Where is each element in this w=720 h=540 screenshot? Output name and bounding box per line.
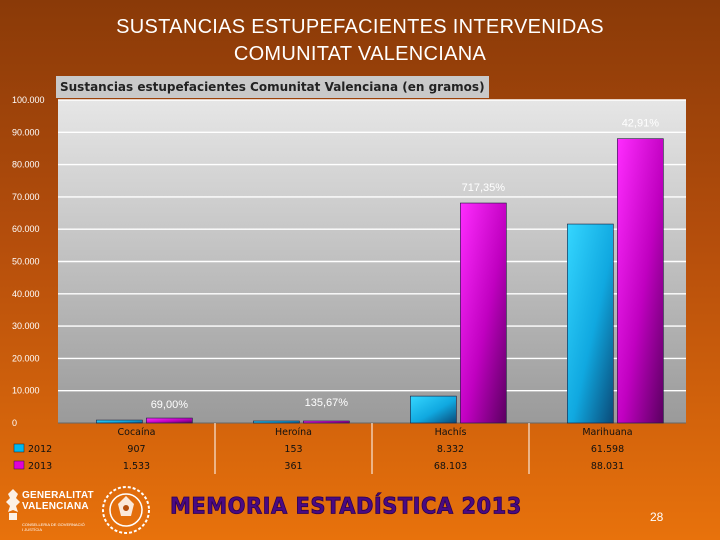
generalitat-logo: GENERALITAT VALENCIANA CONSELLERIA DE GO… xyxy=(4,484,94,536)
bar-2013-2 xyxy=(460,202,507,424)
legend-label: 2013 xyxy=(28,461,52,472)
generalitat-line1: GENERALITAT xyxy=(22,490,94,501)
generalitat-subtitle: CONSELLERIA DE GOVERNACIÓ I JUSTÍCIA xyxy=(22,522,85,532)
y-tick-label: 20.000 xyxy=(12,353,40,363)
bar-2012-1 xyxy=(253,420,300,424)
legend-swatch-2013 xyxy=(13,460,25,470)
page-number: 28 xyxy=(650,510,664,524)
data-table: Cocaína 907 1.533 Heroína 153 361 Hachís 8.332 6… xyxy=(13,423,633,474)
table-value: 8.332 xyxy=(437,444,464,455)
annotations: 69,00% 135,67% 717,35% 42,91% xyxy=(151,118,660,411)
legend-label: 2012 xyxy=(28,444,52,455)
table-value: 153 xyxy=(284,444,302,455)
y-tick-label: 50.000 xyxy=(12,257,40,267)
memoria-title: MEMORIA ESTADÍSTICA 2013 xyxy=(170,493,522,519)
table-value: 1.533 xyxy=(123,461,150,472)
slide-title-line1: SUSTANCIAS ESTUPEFACIENTES INTERVENIDAS xyxy=(116,16,604,38)
y-tick-label: 30.000 xyxy=(12,321,40,331)
category-label: Hachís xyxy=(435,427,467,438)
generalitat-sub-line2: I JUSTÍCIA xyxy=(22,527,43,532)
y-tick-label: 10.000 xyxy=(12,386,40,396)
generalitat-line2: VALENCIANA xyxy=(22,501,89,512)
legend-swatch-2012 xyxy=(13,443,25,453)
slide-title: SUSTANCIAS ESTUPEFACIENTES INTERVENIDAS … xyxy=(0,14,720,68)
y-axis-ticks: 0 10.000 20.000 30.000 40.000 50.000 60.000 70.… xyxy=(12,95,45,428)
bar-2013-1 xyxy=(303,420,350,424)
generalitat-wordmark: GENERALITAT VALENCIANA xyxy=(22,490,94,512)
bar-2012-2 xyxy=(410,395,457,424)
seal-icon xyxy=(102,486,150,534)
bar-2013-3 xyxy=(617,138,664,424)
y-tick-label: 60.000 xyxy=(12,224,40,234)
bar-2013-0 xyxy=(146,417,193,424)
table-value: 61.598 xyxy=(591,444,624,455)
table-value: 88.031 xyxy=(591,461,624,472)
y-tick-label: 80.000 xyxy=(12,160,40,170)
bar-chart: 0 10.000 20.000 30.000 40.000 50.000 60.000 70.… xyxy=(12,95,686,474)
y-tick-label: 70.000 xyxy=(12,192,40,202)
percent-annotation: 42,91% xyxy=(622,118,660,130)
bars xyxy=(96,138,664,424)
y-tick-label: 100.000 xyxy=(12,95,45,105)
table-value: 907 xyxy=(127,444,145,455)
bar-2012-0 xyxy=(96,419,143,424)
table-value: 361 xyxy=(284,461,302,472)
category-label: Cocaína xyxy=(118,427,156,438)
generalitat-emblem-icon xyxy=(6,489,20,520)
percent-annotation: 717,35% xyxy=(462,182,506,194)
category-label: Marihuana xyxy=(582,427,632,438)
category-label: Heroína xyxy=(275,427,312,438)
y-tick-label: 90.000 xyxy=(12,127,40,137)
table-value: 68.103 xyxy=(434,461,467,472)
slide-title-line2: COMUNITAT VALENCIANA xyxy=(233,43,487,65)
chart-title: Sustancias estupefacientes Comunitat Val… xyxy=(56,76,489,98)
percent-annotation: 69,00% xyxy=(151,399,189,411)
y-tick-label: 40.000 xyxy=(12,289,40,299)
percent-annotation: 135,67% xyxy=(305,397,349,409)
y-tick-label: 0 xyxy=(12,418,17,428)
generalitat-sub-line1: CONSELLERIA DE GOVERNACIÓ xyxy=(22,522,85,527)
bar-2012-3 xyxy=(567,223,614,424)
